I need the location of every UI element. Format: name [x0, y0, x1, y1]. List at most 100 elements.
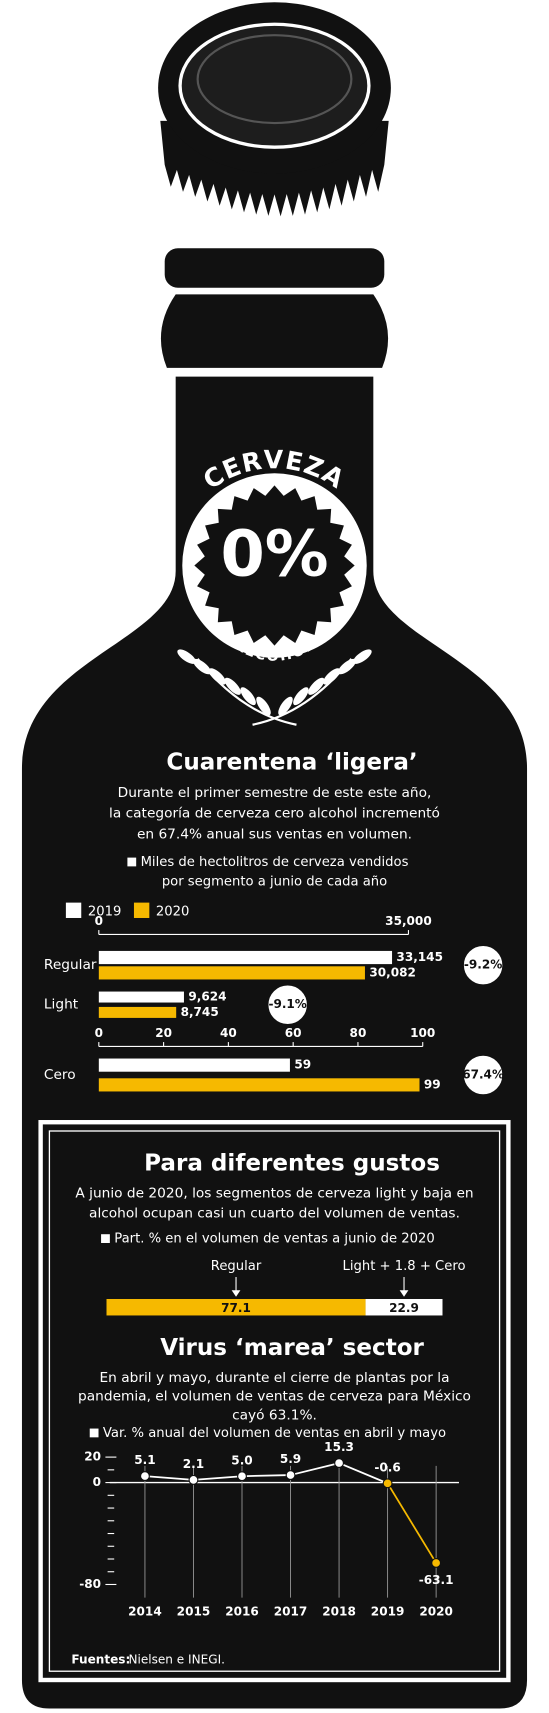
segment-arrow	[399, 1290, 409, 1297]
section-title: Virus ‘marea’ sector	[160, 1335, 424, 1361]
laurel-leaf	[256, 696, 271, 716]
neck-band	[164, 248, 385, 288]
point	[334, 1458, 345, 1469]
value-label: -0.6	[374, 1460, 400, 1474]
value-label: 33,145	[396, 950, 443, 964]
section-text: Durante el primer semestre de este este …	[118, 785, 432, 801]
change-badge	[267, 984, 308, 1026]
laurel-leaf	[224, 677, 241, 695]
x-tick-label: 2020	[419, 1604, 453, 1618]
note-bullet	[89, 1428, 99, 1438]
laurel	[177, 649, 372, 726]
change-badge	[462, 944, 504, 986]
line-segment	[193, 1475, 243, 1481]
chart-note: por segmento a junio de cada año	[162, 875, 387, 890]
panel-inner	[48, 1130, 501, 1672]
laurel-leaf	[323, 668, 341, 685]
y-tick-label: 0	[93, 1475, 101, 1489]
laurel-leaf	[193, 658, 212, 675]
segment-label: Regular	[211, 1259, 262, 1274]
x-tick-label: 60	[285, 1026, 302, 1040]
bar	[98, 1078, 420, 1092]
bar-segment	[365, 1298, 443, 1316]
x-tick-label: 20	[155, 1026, 172, 1040]
point	[139, 1471, 150, 1482]
x-tick-label: 0	[95, 1026, 103, 1040]
note-bullet	[127, 857, 137, 867]
segment-arrow	[231, 1290, 241, 1297]
bottle-cap	[158, 2, 391, 217]
change-badge	[462, 1054, 504, 1096]
point	[382, 1478, 393, 1489]
line-segment	[241, 1474, 291, 1478]
point	[431, 1558, 442, 1568]
chart-note: Var. % anual del volumen de ventas en ab…	[103, 1426, 446, 1441]
value-label: 22.9	[389, 1301, 419, 1315]
chart-note: Miles de hectolitros de cerveza vendidos	[141, 855, 409, 870]
bar	[98, 1058, 290, 1072]
value-label: 5.0	[231, 1453, 252, 1467]
y-tick-label: -80	[79, 1577, 101, 1591]
badge-gear	[194, 485, 355, 646]
x-tick-label: 35,000	[385, 914, 432, 928]
section-text: En abril y mayo, durante el cierre de pl…	[100, 1370, 450, 1386]
x-tick-label: 2019	[371, 1604, 405, 1618]
section-text: alcohol ocupan casi un cuarto del volume…	[89, 1205, 460, 1221]
panel-outer	[38, 1120, 511, 1683]
legend-label: 2019	[88, 904, 121, 919]
bar	[98, 991, 184, 1003]
bar-segment	[106, 1298, 366, 1316]
segment-label: Light + 1.8 + Cero	[343, 1259, 466, 1274]
category-label: Regular	[44, 957, 97, 973]
value-label: 9,624	[188, 990, 226, 1004]
line-segment	[144, 1475, 194, 1481]
laurel-leaf	[337, 658, 356, 675]
x-tick-label: 2014	[128, 1604, 162, 1618]
x-tick-label: 40	[220, 1026, 237, 1040]
bottle-lip	[160, 294, 389, 368]
category-label: Light	[44, 997, 79, 1013]
change-label: 67.4%	[462, 1068, 504, 1082]
laurel-leaf	[177, 649, 197, 664]
cap-shine	[196, 34, 353, 125]
source-label: Fuentes:	[71, 1653, 130, 1667]
section-title: Para diferentes gustos	[144, 1150, 440, 1176]
value-label: 15.3	[324, 1440, 354, 1454]
point	[237, 1471, 247, 1482]
laurel-leaf	[352, 649, 372, 664]
value-label: 5.9	[280, 1452, 301, 1466]
legend-label: 2020	[156, 904, 189, 919]
x-tick-label: 2015	[177, 1604, 211, 1618]
change-label: -9.2%	[464, 958, 502, 972]
bar	[98, 1006, 177, 1018]
value-label: 5.1	[134, 1453, 155, 1467]
value-label: 59	[294, 1058, 311, 1072]
value-label: -63.1	[419, 1573, 454, 1587]
source-text: Nielsen e INEGI.	[128, 1653, 225, 1667]
laurel-leaf	[208, 668, 226, 685]
value-label: 77.1	[221, 1301, 251, 1315]
section-text: A junio de 2020, los segmentos de cervez…	[75, 1186, 473, 1202]
y-tick-label: 20	[84, 1450, 101, 1464]
note-bullet	[101, 1234, 110, 1243]
section-text: en 67.4% anual sus ventas en volumen.	[137, 827, 412, 843]
line-segment	[386, 1482, 437, 1564]
line-segment	[338, 1462, 388, 1485]
x-tick-label: 0	[95, 914, 103, 928]
legend-swatch	[133, 902, 150, 918]
chart-note: Part. % en el volumen de ventas a junio …	[114, 1232, 435, 1247]
bottle-body	[21, 376, 528, 1709]
section-title: Cuarentena ‘ligera’	[166, 750, 417, 776]
x-tick-label: 100	[410, 1026, 435, 1040]
section-text: la categoría de cerveza cero alcohol inc…	[109, 806, 440, 822]
value-label: 99	[424, 1077, 441, 1091]
value-label: 8,745	[181, 1005, 219, 1019]
line-segment	[290, 1462, 340, 1476]
bar	[98, 966, 365, 980]
point	[188, 1474, 199, 1485]
laurel-leaf	[308, 677, 325, 695]
value-label: 2.1	[183, 1457, 204, 1471]
